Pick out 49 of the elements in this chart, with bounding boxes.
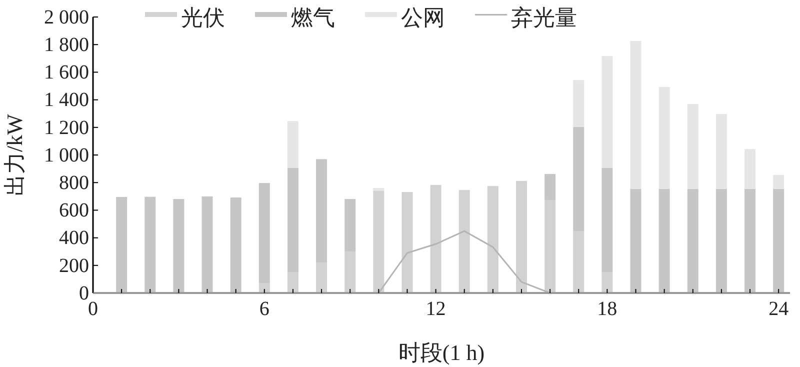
bar [716,188,727,293]
y-tick-label: 200 [59,254,89,277]
x-tick-label: 24 [768,298,789,320]
bar [516,180,527,293]
y-tick-label: 1 000 [44,144,89,166]
bar [630,188,642,293]
y-tick-label: 1 400 [44,89,89,112]
y-tick-label: 1 800 [44,34,89,56]
y-tick-label: 600 [59,200,89,222]
bar [773,188,784,293]
bar [573,80,584,127]
y-tick-label: 1 600 [44,62,89,84]
bar [287,121,298,168]
bar [373,188,384,192]
bar [687,104,698,189]
y-tick-label: 1 200 [44,116,89,139]
bar [773,175,784,189]
legend-label: 光伏 [181,5,225,30]
bar [430,184,442,293]
bar [458,190,470,293]
bar [744,149,756,189]
y-tick-label: 0 [79,282,89,304]
bar [230,198,242,293]
legend-label: 公网 [401,5,445,30]
x-axis-title: 时段(1 h) [398,340,485,365]
y-tick-label: 400 [59,227,89,250]
x-tick-label: 12 [426,298,446,320]
bar [716,114,727,189]
bar [116,196,128,293]
y-axis-title: 出力/kW [2,114,27,196]
bar [630,41,642,189]
legend-label: 燃气 [291,5,335,30]
bar [202,196,213,293]
x-tick-label: 6 [259,298,270,320]
bar [658,188,670,293]
y-tick-label: 800 [59,172,89,194]
line-series [378,230,551,294]
bar [744,188,756,293]
bar [658,86,670,189]
y-tick-label: 2 000 [44,6,89,28]
x-tick-label: 18 [597,298,618,320]
bar [687,188,698,293]
legend-label: 弃光量 [511,5,577,30]
bar [373,191,384,293]
bar [602,56,613,168]
bar [402,192,413,293]
bar [487,186,498,293]
bar [144,196,156,293]
bar [173,199,184,293]
